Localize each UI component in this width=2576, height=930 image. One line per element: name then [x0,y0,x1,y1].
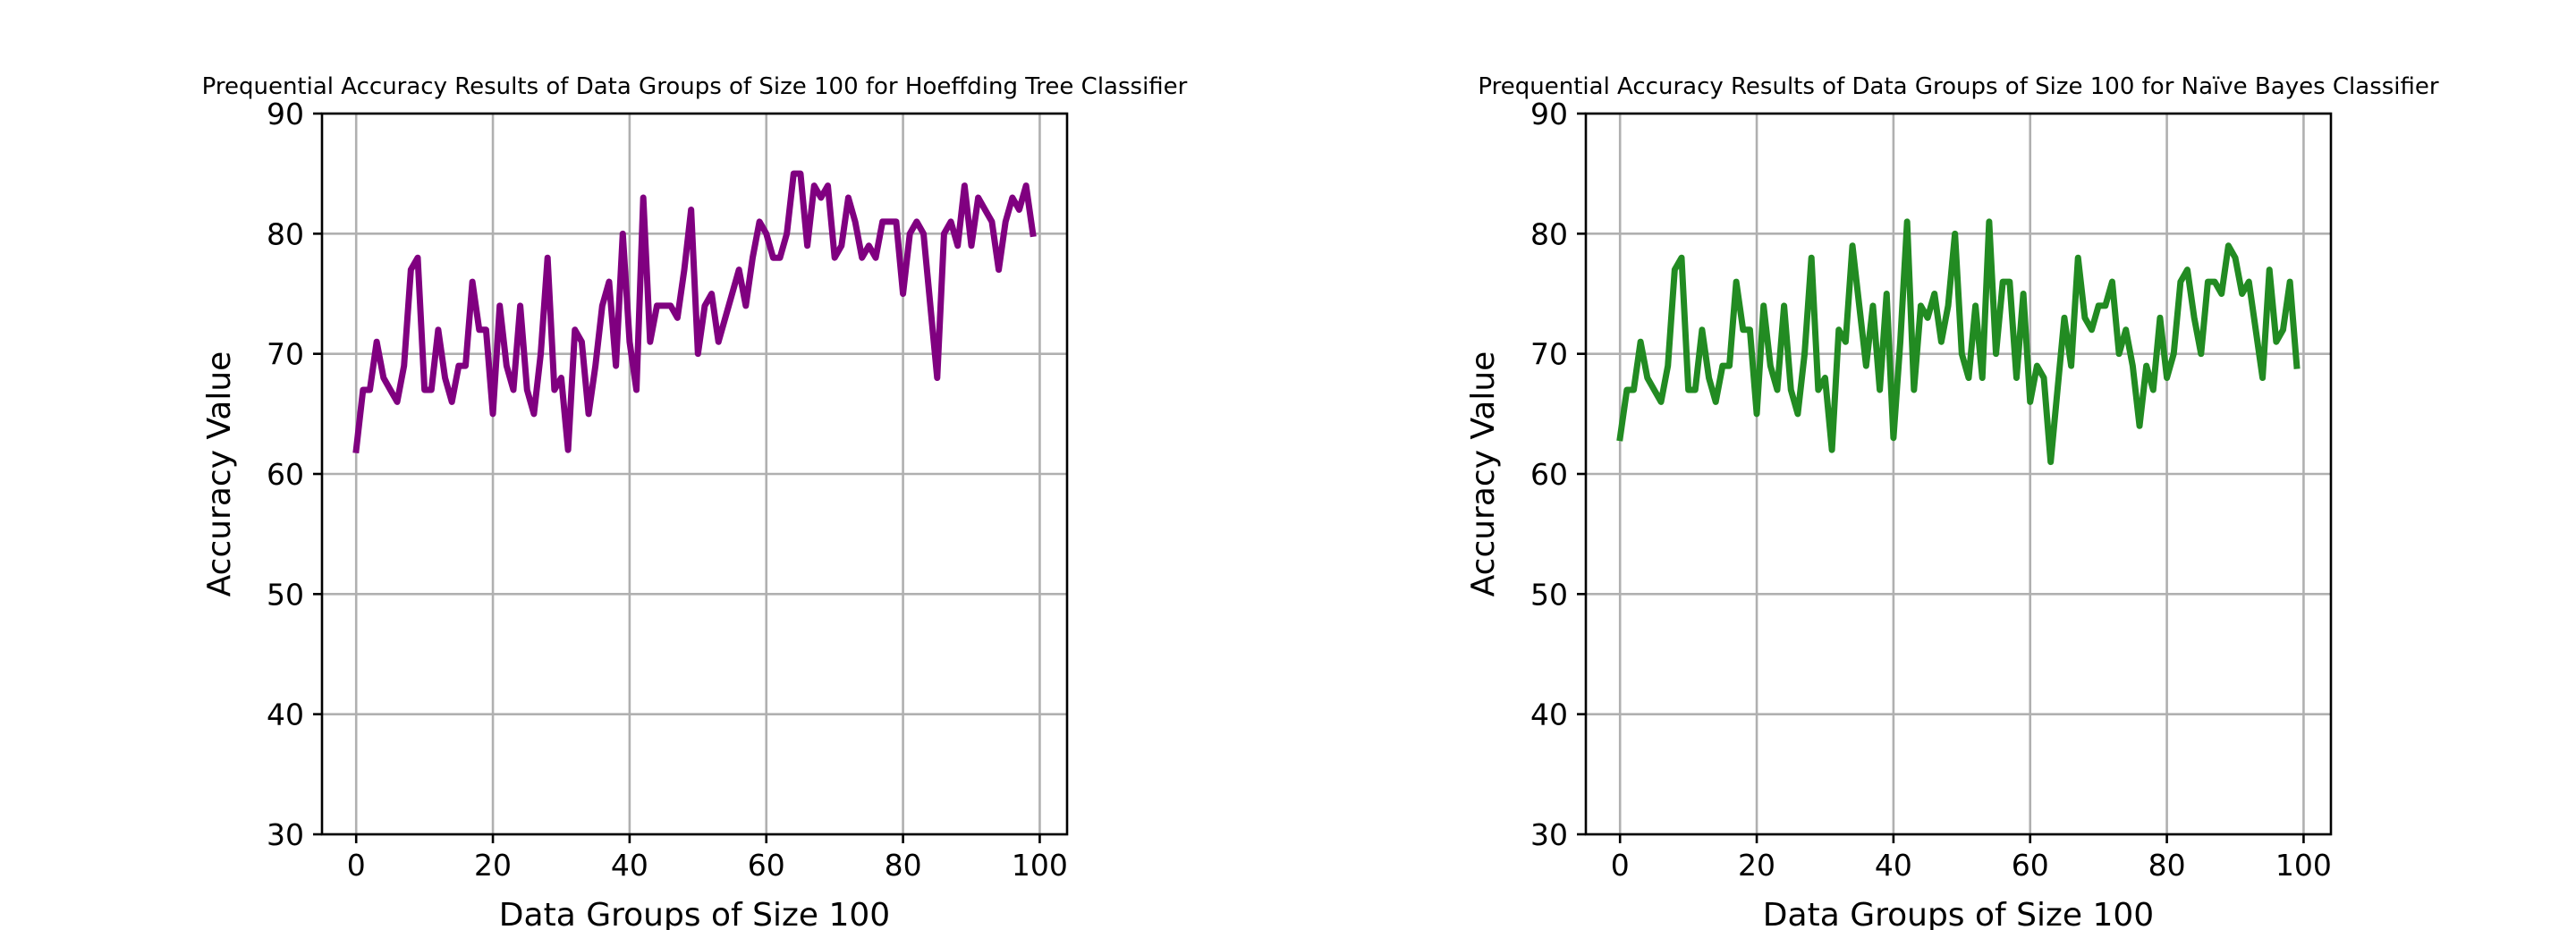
hoeffding-chart-title: Prequential Accuracy Results of Data Gro… [202,73,1188,100]
hoeffding-y-tick-label: 90 [267,97,304,131]
naive-bayes-x-tick-label: 40 [1875,848,1912,883]
naive-bayes-x-tick-label: 60 [2012,848,2049,883]
naive-bayes-y-tick-label: 80 [1530,216,1568,251]
hoeffding-y-axis-label: Accuracy Value [201,351,238,597]
naive-bayes-x-tick-label: 100 [2275,848,2332,883]
naive-bayes-y-tick-label: 40 [1530,698,1568,732]
naive-bayes-y-tick-label: 30 [1530,817,1568,852]
naive-bayes-series-line [1616,218,2301,466]
hoeffding-y-tick-label: 40 [267,698,304,732]
hoeffding-y-tick-label: 60 [267,457,304,492]
naive-bayes-y-axis-label: Accuracy Value [1465,351,1502,597]
naive-bayes-y-tick-label: 70 [1530,337,1568,372]
hoeffding-y-tick-label: 70 [267,337,304,372]
hoeffding-x-tick-label: 20 [474,848,512,883]
naive-bayes-x-tick-label: 20 [1738,848,1775,883]
naive-bayes-y-tick-label: 90 [1530,97,1568,131]
hoeffding-x-tick-label: 40 [611,848,648,883]
hoeffding-x-tick-label: 80 [885,848,922,883]
naive-bayes-x-tick-label: 0 [1611,848,1630,883]
naive-bayes-x-axis-label: Data Groups of Size 100 [1763,897,2154,930]
hoeffding-x-tick-label: 60 [748,848,785,883]
naive-bayes-chart-title: Prequential Accuracy Results of Data Gro… [1478,73,2438,100]
hoeffding-x-tick-label: 100 [1012,848,1068,883]
hoeffding-series-line [352,170,1037,454]
hoeffding-y-tick-label: 50 [267,577,304,612]
hoeffding-x-tick-label: 0 [347,848,366,883]
naive-bayes-x-tick-label: 80 [2148,848,2186,883]
hoeffding-x-axis-label: Data Groups of Size 100 [499,897,890,930]
naive-bayes-y-tick-label: 50 [1530,577,1568,612]
naive-bayes-y-tick-label: 60 [1530,457,1568,492]
hoeffding-y-tick-label: 30 [267,817,304,852]
hoeffding-y-tick-label: 80 [267,216,304,251]
